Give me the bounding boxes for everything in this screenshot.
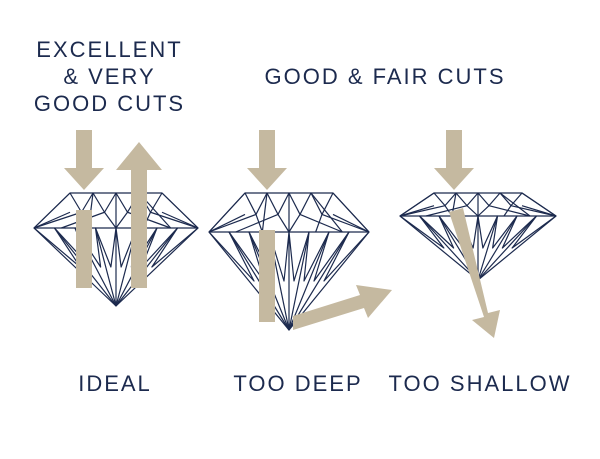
arrow-shallow-outgoing — [449, 208, 500, 338]
arrow-deep-outgoing — [293, 285, 392, 330]
arrow-ideal-incoming — [64, 130, 104, 190]
caption-too-deep: TOO DEEP — [233, 371, 363, 396]
diamond-too-deep — [208, 192, 370, 331]
header-good-fair-cuts: GOOD & FAIR CUTS — [264, 64, 506, 89]
arrow-shallow-incoming — [434, 130, 474, 190]
diamond-too-shallow — [399, 192, 557, 281]
diamond-ideal — [33, 192, 199, 307]
arrow-ideal-bar-left — [76, 210, 92, 288]
arrow-ideal-outgoing — [116, 142, 162, 288]
header-line-3: GOOD CUTS — [33, 91, 186, 116]
header-line-2: & VERY — [63, 64, 156, 89]
header-line-1: EXCELLENT — [36, 37, 183, 62]
caption-ideal: IDEAL — [78, 371, 152, 396]
arrow-deep-incoming — [247, 130, 287, 190]
header-excellent-very-good-cuts: EXCELLENT & VERY GOOD CUTS — [32, 36, 187, 117]
caption-too-shallow: TOO SHALLOW — [388, 371, 572, 396]
arrow-deep-bar-down — [259, 230, 275, 322]
